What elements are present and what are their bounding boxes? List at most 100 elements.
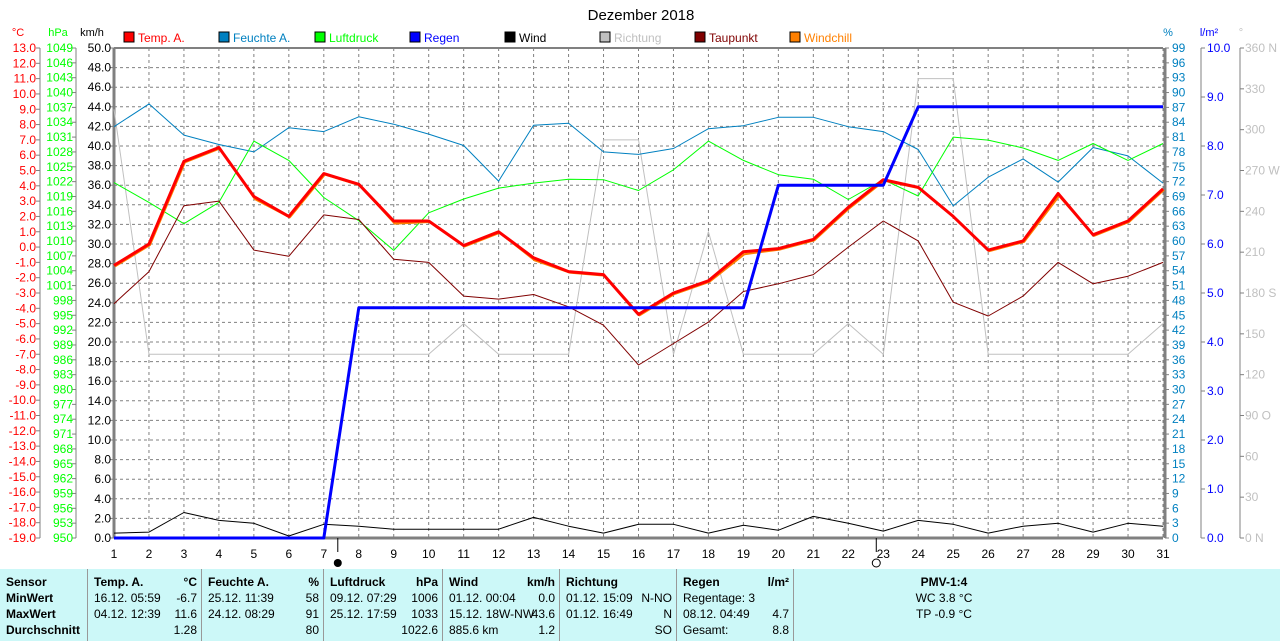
direction-tick-label: 90 O [1245, 409, 1271, 423]
temp-tick-label: 4.0 [19, 179, 36, 193]
wind-tick-label: 14.0 [88, 394, 112, 408]
temp-tick-label: -14.0 [9, 454, 37, 468]
humidity-tick-label: 51 [1172, 279, 1186, 293]
pressure-tick-label: 965 [53, 457, 73, 471]
pressure-tick-label: 1016 [46, 204, 73, 218]
wind-tick-label: 30.0 [88, 237, 112, 251]
series-line-taupunkt [113, 200, 1164, 366]
wind-tick-label: 46.0 [88, 80, 112, 94]
pressure-tick-label: 992 [53, 323, 73, 337]
temp-tick-label: -10.0 [9, 393, 37, 407]
temp-tick-label: -7.0 [15, 347, 36, 361]
x-tick-label: 2 [146, 547, 153, 561]
temp-tick-label: -1.0 [15, 255, 36, 269]
legend-swatch [599, 31, 611, 43]
wind-max-time: 15.12. 18W-NW [449, 607, 535, 621]
pressure-tick-label: 1010 [46, 234, 73, 248]
temp-tick-label: -17.0 [9, 500, 37, 514]
humidity-tick-label: 30 [1172, 383, 1186, 397]
humidity-tick-label: 15 [1172, 457, 1186, 471]
temp-tick-label: 6.0 [19, 148, 36, 162]
temp-tick-label: 13.0 [13, 41, 37, 55]
stats-col-pressure: Luftdruck hPa 09.12. 07:29 1006 25.12. 17:… [324, 569, 443, 641]
wind-tick-label: 34.0 [88, 198, 112, 212]
rain-tick-label: 4.0 [1207, 335, 1224, 349]
humidity-tick-label: 93 [1172, 71, 1186, 85]
pressure-min-time: 09.12. 07:29 [330, 591, 397, 605]
humidity-tick-label: 87 [1172, 100, 1186, 114]
temp-avg: 1.28 [173, 623, 197, 637]
humidity-tick-label: 99 [1172, 41, 1186, 55]
humidity-tick-label: 78 [1172, 145, 1186, 159]
rain-header: Regen [683, 575, 720, 589]
pressure-tick-label: 1001 [46, 279, 73, 293]
pressure-tick-label: 1034 [46, 115, 73, 129]
x-tick-label: 13 [527, 547, 541, 561]
temp-axis-unit: °C [12, 27, 24, 39]
temp-tick-label: -5.0 [15, 317, 36, 331]
pressure-max-time: 25.12. 17:59 [330, 607, 397, 621]
x-tick-label: 8 [355, 547, 362, 561]
direction-tick-label: 150 [1245, 327, 1265, 341]
humidity-tick-label: 33 [1172, 368, 1186, 382]
wind-tick-label: 12.0 [88, 413, 112, 427]
row-label-min: MinWert [6, 591, 54, 605]
wind-min-time: 01.12. 00:04 [449, 591, 516, 605]
direction-axis-unit: ° [1239, 27, 1243, 39]
temp-tick-label: 1.0 [19, 225, 36, 239]
wind-tick-label: 38.0 [88, 159, 112, 173]
legend-label: Wind [519, 31, 546, 45]
temp-tick-label: -3.0 [15, 286, 36, 300]
pressure-tick-label: 962 [53, 472, 73, 486]
temp-header: Temp. A. [94, 575, 144, 589]
pressure-tick-label: 1022 [46, 175, 73, 189]
series-line-richtung [113, 78, 1164, 355]
series-line-feuchte-a- [113, 103, 1164, 207]
wind-header: Wind [449, 575, 479, 589]
direction-tick-label: 210 [1245, 245, 1265, 259]
x-tick-label: 21 [807, 547, 821, 561]
humidity-avg: 80 [305, 623, 319, 637]
x-tick-label: 27 [1016, 547, 1030, 561]
temp-min-time: 16.12. 05:59 [94, 591, 161, 605]
x-tick-label: 24 [912, 547, 926, 561]
x-tick-label: 1 [111, 547, 118, 561]
direction-avg: SO [654, 623, 672, 637]
wind-tick-label: 6.0 [94, 472, 111, 486]
rain-max-time: 08.12. 04:49 [683, 607, 750, 621]
full-moon-icon [871, 558, 881, 568]
rain-tick-label: 6.0 [1207, 237, 1224, 251]
pressure-tick-label: 974 [53, 412, 73, 426]
temp-tick-label: 2.0 [19, 209, 36, 223]
statistics-table: Sensor MinWert MaxWert Durchschnitt Temp… [0, 569, 1280, 641]
wind-tick-label: 4.0 [94, 492, 111, 506]
x-tick-label: 17 [667, 547, 681, 561]
humidity-min-time: 25.12. 11:39 [208, 591, 274, 605]
humidity-tick-label: 60 [1172, 234, 1186, 248]
temp-tick-label: -6.0 [15, 332, 36, 346]
humidity-tick-label: 9 [1172, 486, 1179, 500]
x-tick-label: 22 [842, 547, 856, 561]
rain-max: 4.7 [772, 607, 789, 621]
legend-swatch [218, 31, 230, 43]
weather-chart: Dezember 2018 Temp. A. Feuchte A. Luftdruck… [9, 7, 1280, 568]
direction-max: N [663, 607, 672, 621]
x-tick-label: 23 [877, 547, 891, 561]
rain-tick-label: 9.0 [1207, 90, 1224, 104]
direction-tick-label: 60 [1245, 449, 1259, 463]
humidity-header: Feuchte A. [208, 575, 269, 589]
temp-tick-label: 3.0 [19, 194, 36, 208]
rain-tick-label: 1.0 [1207, 482, 1224, 496]
pressure-tick-label: 956 [53, 501, 73, 515]
new-moon-icon [333, 559, 342, 567]
wind-tick-label: 42.0 [88, 119, 112, 133]
pressure-tick-label: 1040 [46, 86, 73, 100]
wind-tick-label: 20.0 [88, 335, 112, 349]
temp-tick-label: -18.0 [9, 516, 37, 530]
series-line-windchill [114, 147, 1165, 317]
direction-min: N-NO [641, 591, 672, 605]
rain-tick-label: 2.0 [1207, 433, 1224, 447]
x-tick-label: 10 [422, 547, 436, 561]
chart-title: Dezember 2018 [588, 7, 695, 24]
pressure-tick-label: 986 [53, 353, 73, 367]
